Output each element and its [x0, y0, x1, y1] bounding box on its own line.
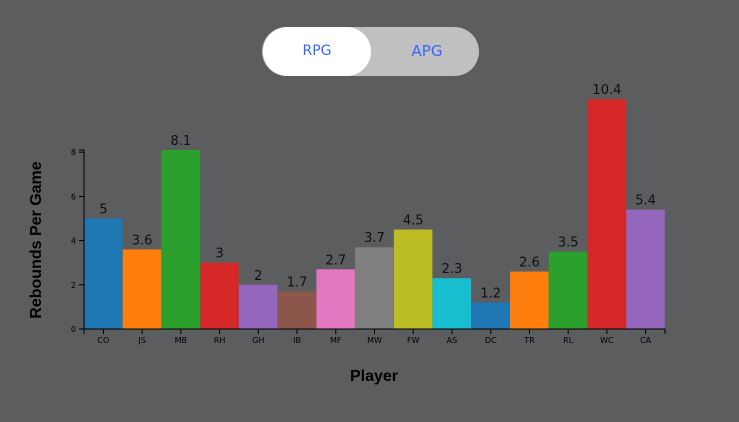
- y-tick-label-2: 2: [71, 281, 76, 290]
- bar-gh: [238, 284, 278, 329]
- value-label-dc: 1.2: [480, 286, 501, 301]
- bar-co: [84, 218, 123, 329]
- x-tick-label-wc: WC: [600, 336, 614, 345]
- value-label-rl: 3.5: [558, 236, 579, 251]
- bar-mf: [316, 269, 355, 329]
- value-label-ib: 1.7: [287, 275, 308, 290]
- x-tick-label-ib: IB: [293, 336, 301, 345]
- x-tick-label-rh: RH: [214, 336, 226, 345]
- x-tick-label-rl: RL: [563, 336, 574, 345]
- bar-js: [122, 249, 162, 329]
- x-tick-label-tr: TR: [523, 336, 535, 345]
- x-tick-label-gh: GH: [252, 336, 264, 345]
- bar-rh: [200, 262, 239, 329]
- value-label-rh: 3: [215, 247, 223, 262]
- bar-mw: [355, 247, 394, 329]
- bar-tr: [510, 271, 549, 329]
- value-label-js: 3.6: [132, 233, 153, 248]
- x-axis-title: Player: [350, 368, 398, 385]
- value-label-mw: 3.7: [364, 231, 385, 246]
- x-tick-label-mw: MW: [367, 336, 382, 345]
- value-label-co: 5: [99, 203, 107, 218]
- bar-ca: [626, 209, 665, 329]
- y-tick-label-4: 4: [71, 237, 76, 246]
- value-label-fw: 4.5: [403, 214, 424, 229]
- apg-toggle-button[interactable]: APG: [411, 42, 443, 60]
- value-labels-group: 5 3.6 8.1 3 2 1.7 2.7 3.7 4.5 2.3 1.2 2.6 3.5 10.4 5.4: [99, 83, 656, 301]
- value-label-mf: 2.7: [325, 253, 346, 268]
- x-axis: CO JS MB RH GH IB MF MW FW AS DC TR RL WC CA: [83, 328, 666, 345]
- y-tick-label-8: 8: [71, 148, 76, 157]
- value-label-as: 2.3: [442, 262, 463, 277]
- x-tick-label-js: JS: [137, 336, 145, 345]
- x-tick-label-co: CO: [97, 336, 109, 345]
- bar-fw: [393, 229, 433, 329]
- bar-ib: [277, 291, 317, 329]
- bars-group: [84, 99, 665, 329]
- y-tick-label-6: 6: [71, 192, 76, 201]
- value-label-wc: 10.4: [592, 83, 621, 98]
- x-tick-label-dc: DC: [485, 336, 497, 345]
- stat-toggle: RPG APG: [262, 27, 479, 76]
- y-tick-label-0: 0: [71, 325, 76, 334]
- x-tick-label-as: AS: [447, 336, 458, 345]
- value-label-gh: 2: [254, 269, 262, 284]
- x-tick-label-ca: CA: [640, 336, 652, 345]
- bar-rl: [548, 251, 588, 329]
- bar-dc: [471, 302, 510, 329]
- x-tick-label-mf: MF: [330, 336, 342, 345]
- x-tick-label-fw: FW: [407, 336, 420, 345]
- value-label-tr: 2.6: [519, 256, 540, 271]
- rpg-toggle-button[interactable]: RPG: [263, 27, 371, 76]
- bar-mb: [161, 150, 201, 329]
- bar-as: [432, 278, 472, 329]
- value-label-mb: 8.1: [170, 134, 191, 149]
- y-axis: 0 2 4 6 8: [71, 148, 85, 334]
- bar-wc: [587, 99, 627, 329]
- x-axis-line: [83, 328, 666, 334]
- y-axis-title: Rebounds Per Game: [28, 161, 45, 318]
- value-label-ca: 5.4: [635, 194, 656, 209]
- x-tick-label-mb: MB: [175, 336, 187, 345]
- y-axis-line: [79, 149, 85, 330]
